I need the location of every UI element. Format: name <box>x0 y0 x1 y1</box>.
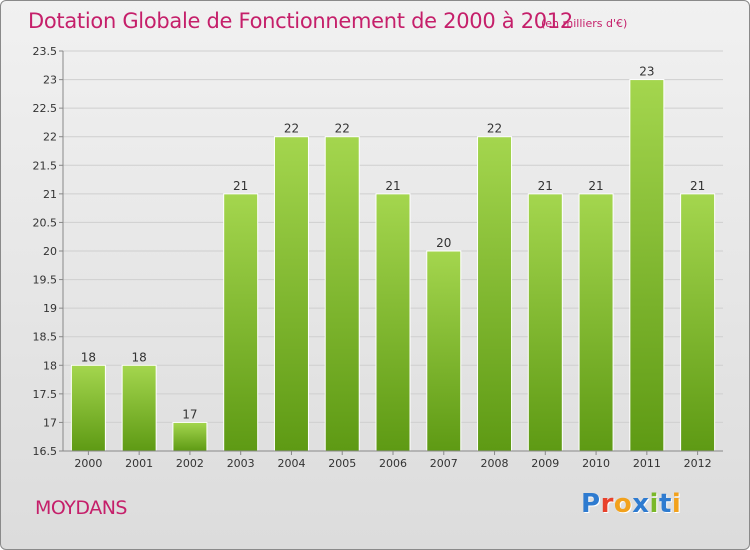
data-label: 17 <box>182 407 197 421</box>
data-label: 23 <box>639 65 654 79</box>
y-tick-label: 19.5 <box>33 274 58 287</box>
x-tick-label: 2008 <box>481 457 509 470</box>
logo-letter: r <box>600 489 614 519</box>
chart-title: Dotation Globale de Fonctionnement de 20… <box>28 9 573 33</box>
x-tick-label: 2012 <box>684 457 712 470</box>
x-tick-label: 2011 <box>633 457 661 470</box>
data-label: 22 <box>335 122 350 136</box>
axes <box>59 50 723 455</box>
x-tick-label: 2006 <box>379 457 407 470</box>
y-tick-label: 20.5 <box>33 216 58 229</box>
x-tick-label: 2010 <box>582 457 610 470</box>
y-tick-label: 17 <box>43 416 57 429</box>
x-tick-label: 2003 <box>227 457 255 470</box>
x-tick-label: 2002 <box>176 457 204 470</box>
bar <box>477 136 513 452</box>
bar <box>527 193 563 452</box>
logo-letter: P <box>581 489 601 519</box>
x-tick-label: 2007 <box>430 457 458 470</box>
bar <box>375 193 411 452</box>
data-label: 22 <box>284 122 299 136</box>
bar <box>70 364 106 452</box>
y-tick-label: 20 <box>43 245 57 258</box>
data-label: 18 <box>132 350 147 364</box>
commune-name: MOYDANS <box>35 497 127 519</box>
bar <box>121 364 157 452</box>
bar <box>680 193 716 452</box>
labels: 16.5 17 17.5 18 18.5 19 19.5 20 20.5 21 21.5 22 22.5… <box>33 45 712 470</box>
unit-note: (en milliers d'€) <box>541 17 628 30</box>
x-tick-label: 2009 <box>531 457 559 470</box>
bar <box>426 250 462 452</box>
x-tick-label: 2001 <box>125 457 153 470</box>
x-tick-label: 2005 <box>328 457 356 470</box>
logo-letter: t <box>658 489 672 519</box>
logo-letter: o <box>613 489 633 519</box>
bar <box>172 421 208 452</box>
y-tick-label: 22.5 <box>33 102 58 115</box>
bar <box>629 79 665 452</box>
y-tick-label: 19 <box>43 302 57 315</box>
y-tick-label: 23.5 <box>33 45 58 58</box>
x-tick-label: 2000 <box>74 457 102 470</box>
logo-letter: i <box>671 489 682 519</box>
y-tick-label: 23 <box>43 74 57 87</box>
y-tick-label: 21 <box>43 188 57 201</box>
bar <box>324 136 360 452</box>
data-label: 18 <box>81 350 96 364</box>
bar <box>223 193 259 452</box>
data-label: 22 <box>487 122 502 136</box>
logo-letter: x <box>632 489 650 519</box>
data-label: 20 <box>436 236 451 250</box>
x-tick-label: 2004 <box>277 457 305 470</box>
y-tick-label: 17.5 <box>33 388 58 401</box>
logo-letter: i <box>649 489 659 519</box>
y-tick-label: 18 <box>43 359 57 372</box>
y-tick-label: 16.5 <box>33 445 58 458</box>
data-label: 21 <box>588 179 603 193</box>
bar <box>273 136 309 452</box>
data-label: 21 <box>233 179 248 193</box>
bar <box>578 193 614 452</box>
y-tick-label: 22 <box>43 131 57 144</box>
bars <box>70 79 716 452</box>
data-label: 21 <box>385 179 400 193</box>
y-tick-label: 18.5 <box>33 331 58 344</box>
data-label: 21 <box>538 179 553 193</box>
data-label: 21 <box>690 179 705 193</box>
proxiti-logo[interactable]: Proxiti <box>581 489 681 519</box>
y-tick-label: 21.5 <box>33 159 58 172</box>
